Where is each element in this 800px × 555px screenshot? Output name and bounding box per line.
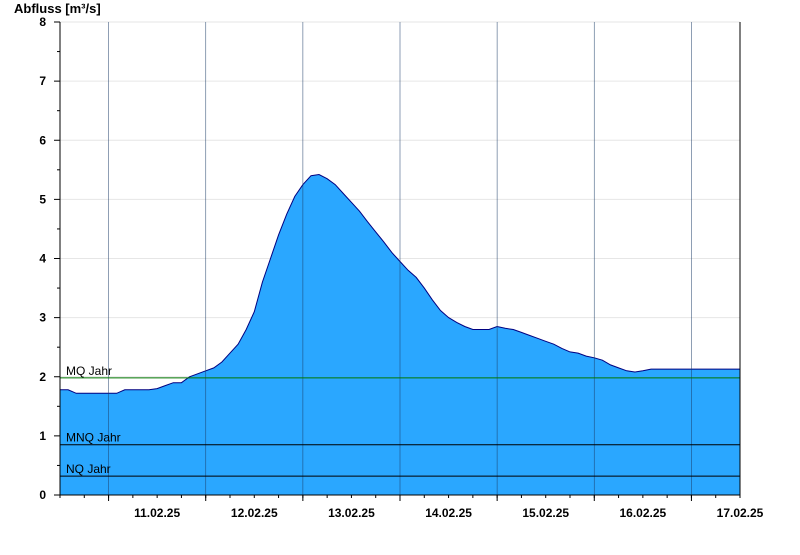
y-tick-label: 8 (39, 15, 46, 29)
x-tick-label: 11.02.25 (134, 506, 180, 520)
y-tick-label: 2 (39, 370, 46, 384)
y-tick-label: 4 (39, 252, 46, 266)
reference-line-label: MNQ Jahr (66, 431, 121, 445)
y-tick-label: 0 (39, 488, 46, 502)
y-tick-label: 1 (39, 429, 46, 443)
reference-line-label: MQ Jahr (66, 364, 112, 378)
reference-line-label: NQ Jahr (66, 462, 111, 476)
y-axis-title: Abfluss [m³/s] (14, 1, 101, 16)
y-tick-label: 3 (39, 311, 46, 325)
y-tick-label: 5 (39, 192, 46, 206)
y-tick-label: 7 (39, 74, 46, 88)
x-tick-label: 13.02.25 (328, 506, 375, 520)
x-tick-label: 17.02.25 (717, 506, 764, 520)
x-tick-label: 14.02.25 (425, 506, 472, 520)
x-tick-label: 16.02.25 (619, 506, 666, 520)
x-tick-label: 15.02.25 (522, 506, 569, 520)
y-tick-label: 6 (39, 133, 46, 147)
x-tick-label: 12.02.25 (231, 506, 278, 520)
